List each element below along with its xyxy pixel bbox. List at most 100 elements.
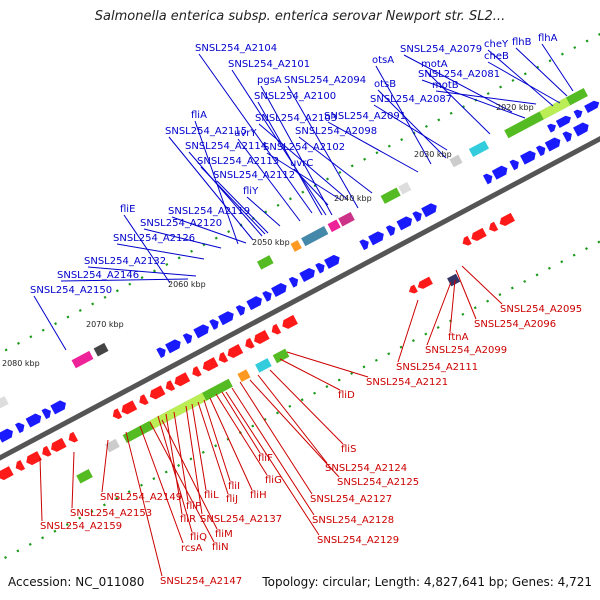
plus-gene-label[interactable]: cheB <box>484 51 509 62</box>
tick-dot <box>201 450 205 454</box>
plus-gene-label[interactable]: SNSL254_A2114 <box>185 141 267 152</box>
tick-dot <box>411 339 415 343</box>
plus-gene-label[interactable]: SNSL254_A2087 <box>370 94 452 105</box>
minus-gene-label[interactable]: SNSL254_A2125 <box>337 477 419 488</box>
minus-gene-label[interactable]: fliF <box>258 453 273 464</box>
minus-label-leader <box>221 391 261 454</box>
minus-gene-label[interactable]: fliL <box>204 490 219 501</box>
plus-gene-label[interactable]: motB <box>432 80 459 91</box>
minus-gene-arrow <box>149 385 166 400</box>
minus-gene-label[interactable]: SNSL254_A2124 <box>325 463 407 474</box>
tick-dot <box>313 391 317 395</box>
minus-gene-label[interactable]: SNSL254_A2137 <box>200 514 282 525</box>
minus-gene-label[interactable]: SNSL254_A2153 <box>70 508 152 519</box>
minus-gene-label[interactable]: SNSL254_A2149 <box>100 492 182 503</box>
tick-dot <box>511 78 515 82</box>
minus-gene-label[interactable]: fliD <box>338 390 355 401</box>
minus-gene-label[interactable]: rcsA <box>181 543 203 554</box>
plus-gene-label[interactable]: SNSL254_A2104 <box>195 43 277 54</box>
tick-dot <box>214 236 218 240</box>
minus-gene-label[interactable]: SNSL254_A2111 <box>396 362 478 373</box>
tick-dot <box>127 490 131 494</box>
tick-dot <box>251 424 255 428</box>
minus-gene-label[interactable]: SNSL254_A2099 <box>425 345 507 356</box>
minus-gene-label[interactable]: SNSL254_A2096 <box>474 319 556 330</box>
plus-gene-label[interactable]: fliA <box>191 110 207 121</box>
plus-gene-label[interactable]: uvrC <box>290 158 313 169</box>
plus-gene-label[interactable]: SNSL254_A2146 <box>57 270 139 281</box>
plus-gene-label[interactable]: pgsA <box>257 75 282 86</box>
plus-gene-label[interactable]: SNSL254_A2120 <box>140 218 222 229</box>
plus-gene-label[interactable]: fliY <box>243 186 259 197</box>
tick-dot <box>449 111 453 115</box>
minus-label-leader <box>191 403 207 491</box>
tick-dot <box>548 59 552 63</box>
minus-gene-label[interactable]: ftnA <box>448 332 469 343</box>
plus-gene-label[interactable]: SNSL254_A2115 <box>165 126 247 137</box>
minus-gene-label[interactable]: fliJ <box>226 494 238 505</box>
minus-gene-label[interactable]: SNSL254_A2147 <box>160 576 242 587</box>
minus-gene-label[interactable]: fliI <box>228 481 240 492</box>
feature-block <box>237 369 251 382</box>
plus-gene-arrow <box>288 276 299 288</box>
minus-label-leader <box>215 393 268 476</box>
feature-block <box>290 240 302 252</box>
plus-label-leader <box>435 90 537 105</box>
plus-gene-label[interactable]: SNSL254_A2103 <box>255 113 337 124</box>
plus-gene-label[interactable]: SNSL254_A2150 <box>30 285 112 296</box>
plus-gene-label[interactable]: SNSL254_A2098 <box>295 126 377 137</box>
plus-gene-label[interactable]: SNSL254_A2132 <box>84 256 166 267</box>
plus-gene-label[interactable]: otsB <box>374 79 396 90</box>
feature-block <box>255 358 272 373</box>
minus-label-leader <box>461 265 503 305</box>
plus-gene-label[interactable]: SNSL254_A2119 <box>168 206 250 217</box>
plus-gene-label[interactable]: SNSL254_A2112 <box>213 170 295 181</box>
plus-gene-label[interactable]: SNSL254_A2094 <box>284 75 366 86</box>
minus-gene-label[interactable]: SNSL254_A2121 <box>366 377 448 388</box>
plus-label-leader <box>171 216 247 244</box>
minus-gene-label[interactable]: fliG <box>265 475 282 486</box>
minus-gene-label[interactable]: fliM <box>215 529 233 540</box>
plus-gene-arrow <box>491 165 508 180</box>
plus-gene-label[interactable]: otsA <box>372 55 394 66</box>
plus-gene-label[interactable]: SNSL254_A2100 <box>254 91 336 102</box>
plus-gene-label[interactable]: SNSL254_A2113 <box>197 156 279 167</box>
minus-gene-label[interactable]: SNSL254_A2095 <box>500 304 582 315</box>
minus-gene-label[interactable]: fliR <box>180 514 196 525</box>
plus-gene-label[interactable]: fliE <box>120 204 135 215</box>
plus-gene-arrow <box>396 216 413 231</box>
minus-gene-label[interactable]: SNSL254_A2127 <box>310 494 392 505</box>
minus-gene-label[interactable]: fliQ <box>190 532 207 543</box>
plus-gene-label[interactable]: SNSL254_A2102 <box>263 142 345 153</box>
minus-gene-label[interactable]: SNSL254_A2159 <box>40 521 122 532</box>
minus-gene-label[interactable]: SNSL254_A2128 <box>312 515 394 526</box>
plus-gene-label[interactable]: flhB <box>512 37 532 48</box>
plus-gene-arrow <box>368 231 384 246</box>
plus-gene-label[interactable]: cheY <box>484 39 509 50</box>
plus-gene-label[interactable]: SNSL254_A2079 <box>400 44 482 55</box>
plus-label-leader <box>293 168 329 206</box>
minus-label-leader <box>173 411 189 502</box>
tick-dot <box>165 262 169 266</box>
tick-dot <box>54 322 58 326</box>
minus-gene-label[interactable]: fliH <box>250 490 267 501</box>
plus-gene-label[interactable]: SNSL254_A2091 <box>324 111 406 122</box>
tick-dot <box>275 411 279 415</box>
minus-gene-label[interactable]: fliS <box>341 444 356 455</box>
plus-gene-label[interactable]: uvrY <box>234 128 257 139</box>
minus-label-leader <box>149 421 215 543</box>
plus-gene-label[interactable]: flhA <box>538 33 558 44</box>
minus-gene-label[interactable]: fliN <box>212 542 229 553</box>
minus-gene-label[interactable]: SNSL254_A2129 <box>317 535 399 546</box>
plus-label-leader <box>87 266 197 277</box>
minus-label-leader <box>426 281 452 346</box>
plus-gene-label[interactable]: motA <box>421 59 448 70</box>
tick-dot <box>4 556 8 559</box>
minus-label-leader <box>249 379 340 478</box>
plus-gene-label[interactable]: SNSL254_A2101 <box>228 59 310 70</box>
plus-gene-label[interactable]: SNSL254_A2126 <box>113 233 195 244</box>
minus-gene-label[interactable]: fliP <box>186 501 201 512</box>
plus-gene-label[interactable]: SNSL254_A2081 <box>418 69 500 80</box>
